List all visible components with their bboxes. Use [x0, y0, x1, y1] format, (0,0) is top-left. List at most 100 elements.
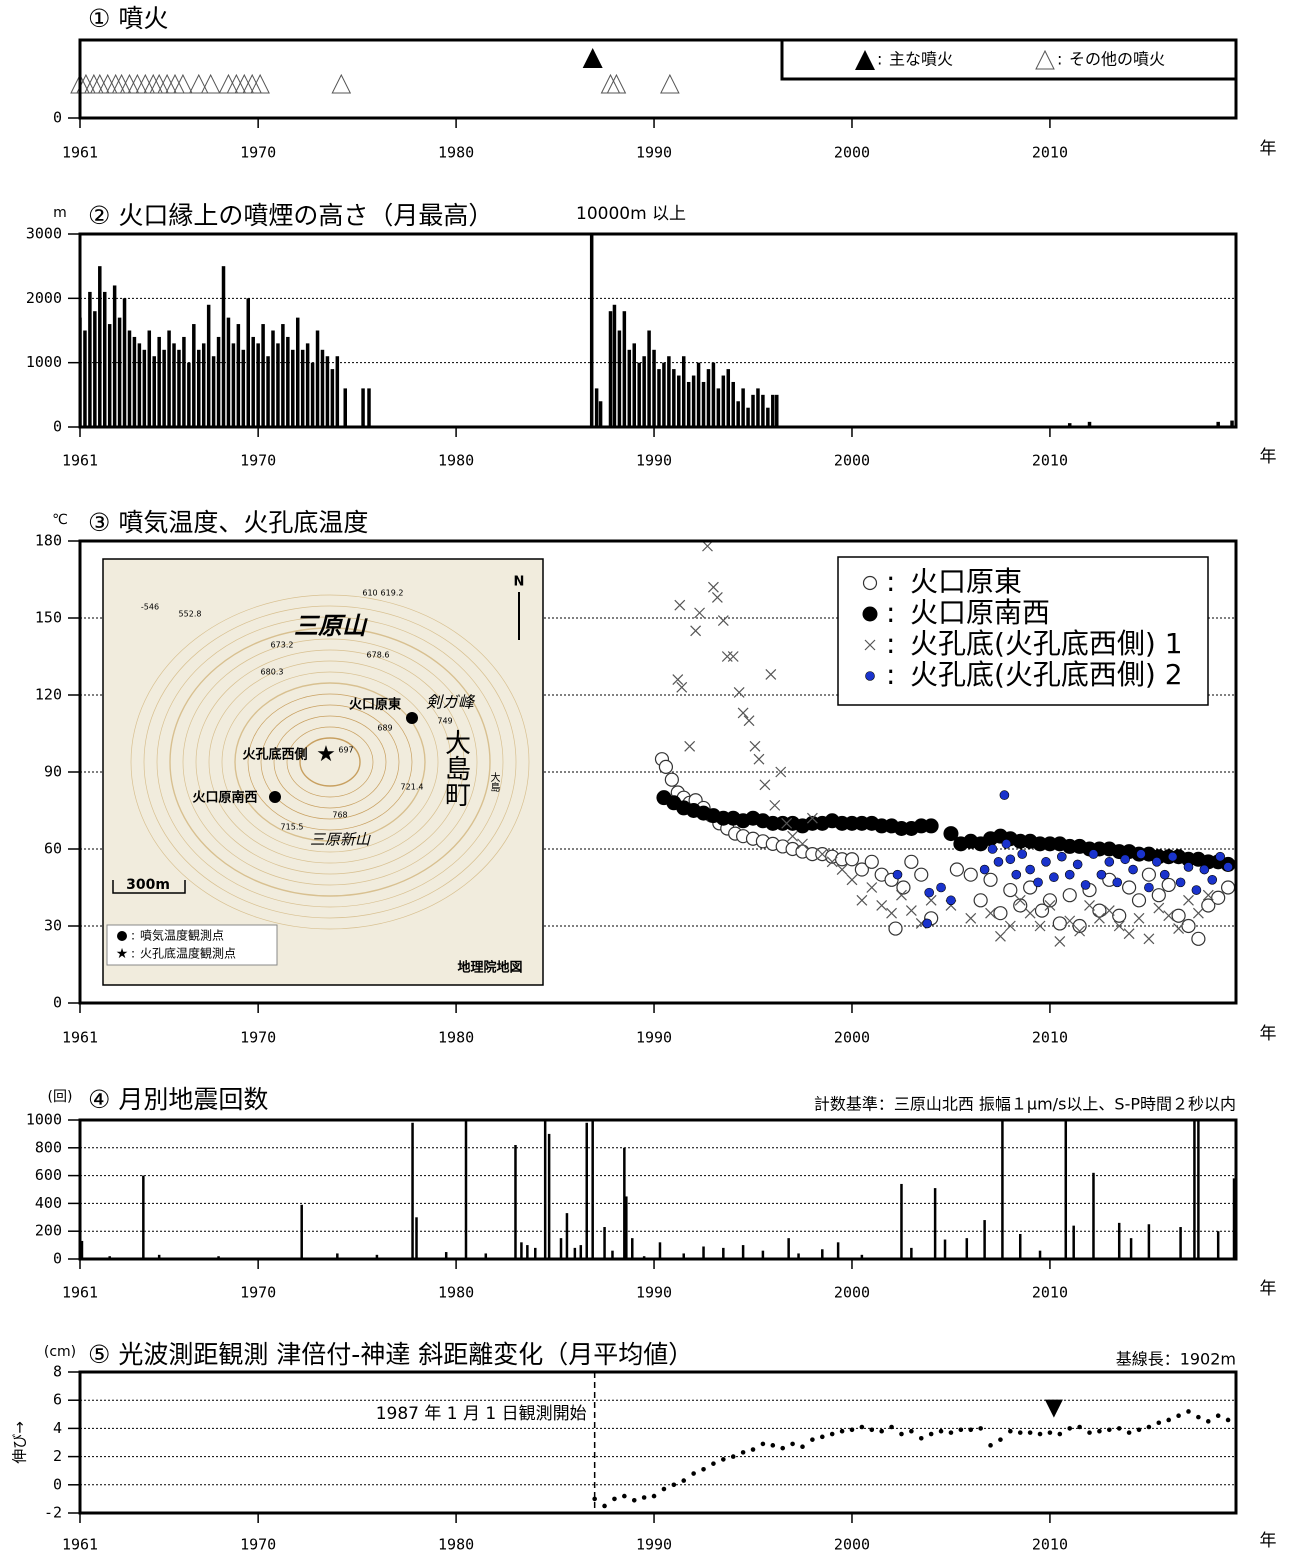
bar	[415, 1217, 418, 1259]
bar	[286, 336, 290, 427]
bar	[256, 343, 260, 427]
marker	[1166, 1417, 1171, 1423]
bar	[943, 1239, 947, 1259]
marker	[606, 73, 627, 94]
map-label: 三原山	[294, 612, 368, 640]
marker	[749, 740, 761, 752]
bar	[271, 330, 275, 427]
map-star: ★	[316, 742, 336, 767]
bar	[591, 1120, 594, 1259]
x-tick-label: 1961	[62, 144, 98, 162]
legend-label: その他の噴火	[1069, 50, 1165, 69]
marker	[993, 906, 1008, 921]
legend-separator: :	[1057, 50, 1062, 69]
bar	[484, 1253, 488, 1259]
marker	[672, 674, 684, 686]
contour	[260, 704, 400, 820]
x-axis-label: 年	[1260, 139, 1277, 159]
marker	[999, 790, 1010, 800]
marker	[879, 1428, 884, 1434]
contour	[143, 605, 517, 919]
bar	[761, 394, 765, 427]
marker	[711, 592, 723, 603]
marker	[862, 606, 878, 622]
bar	[658, 1242, 662, 1259]
bar	[182, 336, 186, 427]
legend-label: 火孔底(火孔底西側) 1	[910, 627, 1183, 660]
y-tick-label: 2000	[26, 289, 62, 307]
map-label: 680.3	[261, 668, 284, 677]
marker	[1183, 894, 1194, 906]
marker	[1156, 1420, 1162, 1426]
marker	[658, 759, 674, 774]
marker	[965, 912, 977, 924]
bar	[127, 330, 132, 427]
marker	[1013, 898, 1028, 913]
marker	[721, 1457, 726, 1462]
bar	[1216, 1231, 1220, 1259]
marker	[889, 1424, 894, 1430]
x-tick-label: 2010	[1032, 452, 1068, 470]
marker	[1112, 877, 1123, 888]
x-tick-label: 1970	[240, 452, 276, 470]
y-tick-label: 4	[53, 1419, 62, 1437]
marker	[1052, 916, 1067, 931]
bar	[751, 394, 755, 427]
y-tick-label: 90	[44, 763, 62, 781]
marker	[1196, 1414, 1201, 1420]
marker	[753, 753, 765, 765]
marker	[899, 1431, 904, 1437]
marker	[936, 882, 946, 893]
marker	[760, 1441, 766, 1447]
marker	[1163, 910, 1175, 922]
marker	[1017, 1430, 1023, 1435]
bar	[585, 1122, 588, 1259]
bar	[667, 356, 671, 427]
marker	[988, 1443, 993, 1448]
marker	[1103, 905, 1115, 917]
marker	[1074, 925, 1086, 937]
bars	[80, 234, 1234, 427]
marker	[780, 1445, 786, 1451]
bar	[647, 330, 651, 427]
map-label: 552.8	[179, 610, 202, 619]
marker	[914, 867, 929, 882]
marker	[846, 874, 858, 886]
map-label: 673.2	[271, 641, 294, 650]
bar	[771, 394, 775, 427]
bar	[88, 291, 92, 427]
marker	[592, 1496, 597, 1502]
marker	[816, 848, 828, 860]
plot-frame	[78, 539, 1238, 1005]
bar	[514, 1145, 517, 1259]
marker	[759, 779, 771, 791]
map-label: 749	[437, 717, 452, 726]
bar	[775, 394, 779, 427]
marker	[1215, 1413, 1221, 1419]
marker	[1004, 920, 1016, 932]
marker	[1141, 867, 1157, 882]
bar	[716, 388, 721, 427]
x-tick-label: 1990	[636, 1536, 672, 1554]
x-tick-label: 1990	[636, 452, 672, 470]
marker	[770, 1443, 776, 1448]
bar	[1232, 1178, 1236, 1259]
bar	[910, 1247, 913, 1259]
marker	[1159, 869, 1170, 880]
marker	[684, 740, 696, 752]
marker	[806, 812, 818, 824]
marker	[1175, 877, 1186, 888]
y-tick-label: 600	[35, 1166, 62, 1184]
marker	[1054, 935, 1066, 947]
bar	[965, 1238, 969, 1259]
marker	[923, 818, 939, 834]
bar	[281, 324, 285, 427]
marker	[721, 651, 733, 662]
marker	[1097, 1428, 1102, 1434]
map-legend-label: 噴気温度観測点	[140, 928, 224, 943]
marker	[1034, 920, 1046, 932]
contour	[286, 726, 374, 798]
bar	[276, 343, 280, 427]
marker	[1161, 877, 1176, 893]
